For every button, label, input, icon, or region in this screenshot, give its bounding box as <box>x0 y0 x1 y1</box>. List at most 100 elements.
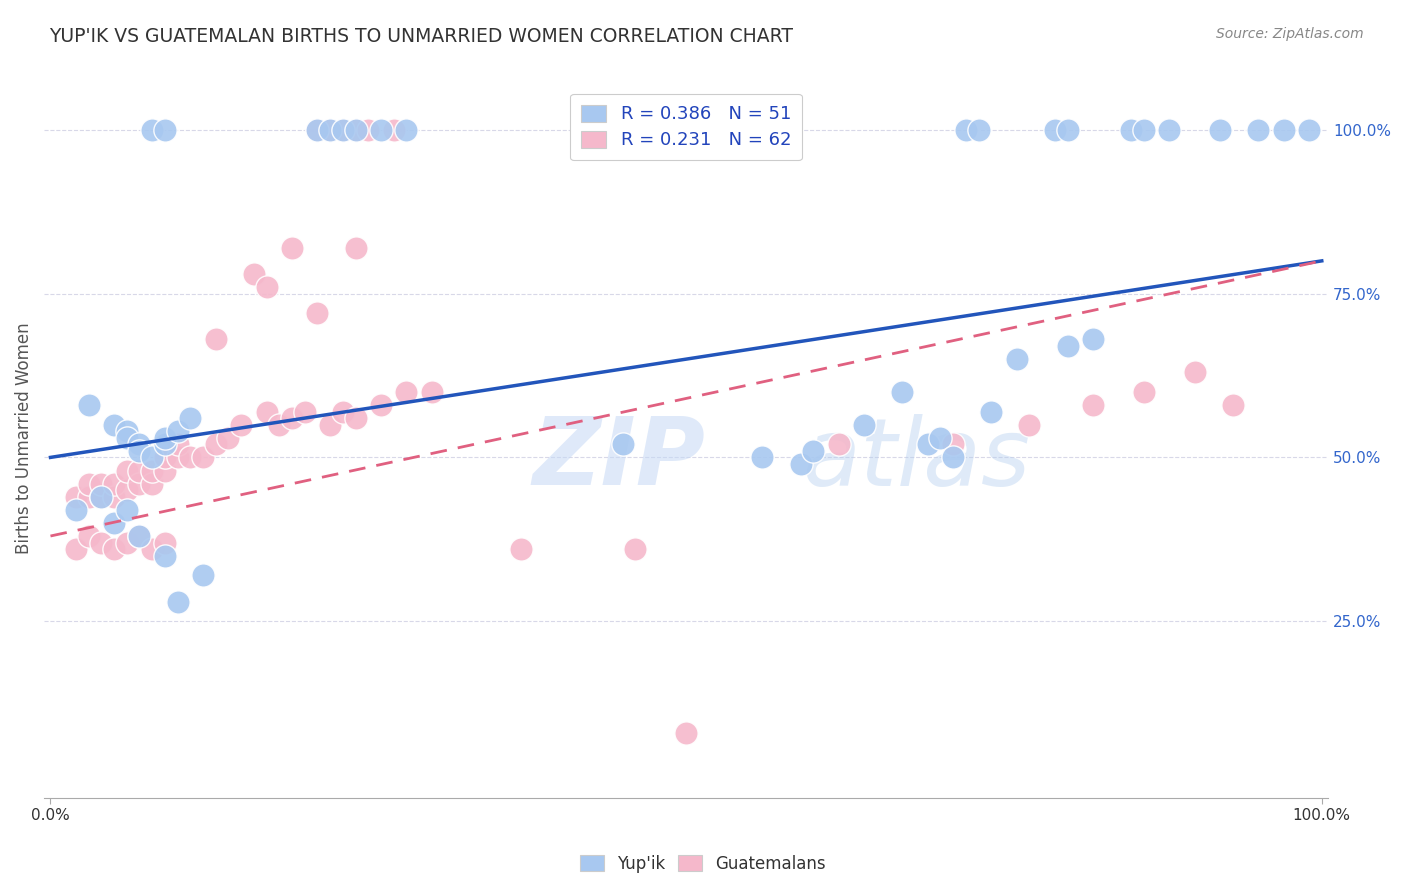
Point <box>115 503 138 517</box>
Point <box>191 568 214 582</box>
Point <box>307 123 329 137</box>
Point <box>751 450 773 465</box>
Point <box>395 384 418 399</box>
Point <box>103 417 125 432</box>
Point <box>967 123 990 137</box>
Point <box>344 123 367 137</box>
Point <box>256 404 278 418</box>
Text: ZIP: ZIP <box>531 413 704 506</box>
Legend: R = 0.386   N = 51, R = 0.231   N = 62: R = 0.386 N = 51, R = 0.231 N = 62 <box>571 94 801 161</box>
Point <box>281 241 304 255</box>
Text: atlas: atlas <box>801 414 1031 505</box>
Point <box>344 123 367 137</box>
Point <box>307 306 329 320</box>
Point <box>332 123 354 137</box>
Point <box>675 725 697 739</box>
Point <box>1133 384 1156 399</box>
Point <box>179 411 201 425</box>
Point <box>382 123 405 137</box>
Point <box>77 529 100 543</box>
Point <box>166 424 188 438</box>
Point <box>801 443 824 458</box>
Point <box>294 404 316 418</box>
Point <box>1272 123 1295 137</box>
Point <box>115 535 138 549</box>
Point <box>65 490 87 504</box>
Point <box>153 463 176 477</box>
Point <box>77 476 100 491</box>
Point <box>90 490 112 504</box>
Point <box>307 123 329 137</box>
Point <box>115 483 138 498</box>
Point <box>90 535 112 549</box>
Point <box>256 280 278 294</box>
Point <box>980 404 1002 418</box>
Point <box>1018 417 1040 432</box>
Point <box>1133 123 1156 137</box>
Point <box>103 542 125 557</box>
Point <box>1247 123 1270 137</box>
Point <box>217 431 239 445</box>
Point <box>1298 123 1320 137</box>
Point <box>319 123 342 137</box>
Text: Source: ZipAtlas.com: Source: ZipAtlas.com <box>1216 27 1364 41</box>
Point <box>141 542 163 557</box>
Point <box>77 490 100 504</box>
Point <box>624 542 647 557</box>
Point <box>179 450 201 465</box>
Point <box>153 123 176 137</box>
Point <box>357 123 380 137</box>
Point <box>128 529 150 543</box>
Point <box>153 431 176 445</box>
Point <box>1081 398 1104 412</box>
Point <box>153 437 176 451</box>
Point <box>204 437 226 451</box>
Point <box>1056 123 1078 137</box>
Point <box>65 503 87 517</box>
Point <box>90 476 112 491</box>
Point <box>153 450 176 465</box>
Point <box>332 404 354 418</box>
Point <box>370 398 392 412</box>
Point <box>166 437 188 451</box>
Point <box>370 123 392 137</box>
Point <box>1119 123 1142 137</box>
Point <box>128 529 150 543</box>
Point <box>929 431 952 445</box>
Point <box>420 384 443 399</box>
Point <box>166 594 188 608</box>
Point <box>1184 365 1206 379</box>
Point <box>103 476 125 491</box>
Y-axis label: Births to Unmarried Women: Births to Unmarried Women <box>15 322 32 554</box>
Point <box>103 490 125 504</box>
Point <box>1209 123 1232 137</box>
Point <box>128 476 150 491</box>
Point <box>153 535 176 549</box>
Point <box>115 463 138 477</box>
Point <box>141 463 163 477</box>
Point <box>891 384 914 399</box>
Point <box>128 443 150 458</box>
Point <box>942 437 965 451</box>
Point <box>141 123 163 137</box>
Point <box>344 411 367 425</box>
Point <box>191 450 214 465</box>
Point <box>955 123 977 137</box>
Point <box>319 123 342 137</box>
Point <box>828 437 851 451</box>
Point <box>115 431 138 445</box>
Point <box>243 267 266 281</box>
Point <box>1222 398 1244 412</box>
Point <box>153 549 176 563</box>
Point <box>231 417 253 432</box>
Point <box>166 450 188 465</box>
Point <box>789 457 811 471</box>
Point <box>90 490 112 504</box>
Point <box>395 123 418 137</box>
Point <box>77 398 100 412</box>
Legend: Yup'ik, Guatemalans: Yup'ik, Guatemalans <box>574 848 832 880</box>
Point <box>332 123 354 137</box>
Point <box>1159 123 1181 137</box>
Point <box>319 417 342 432</box>
Point <box>269 417 291 432</box>
